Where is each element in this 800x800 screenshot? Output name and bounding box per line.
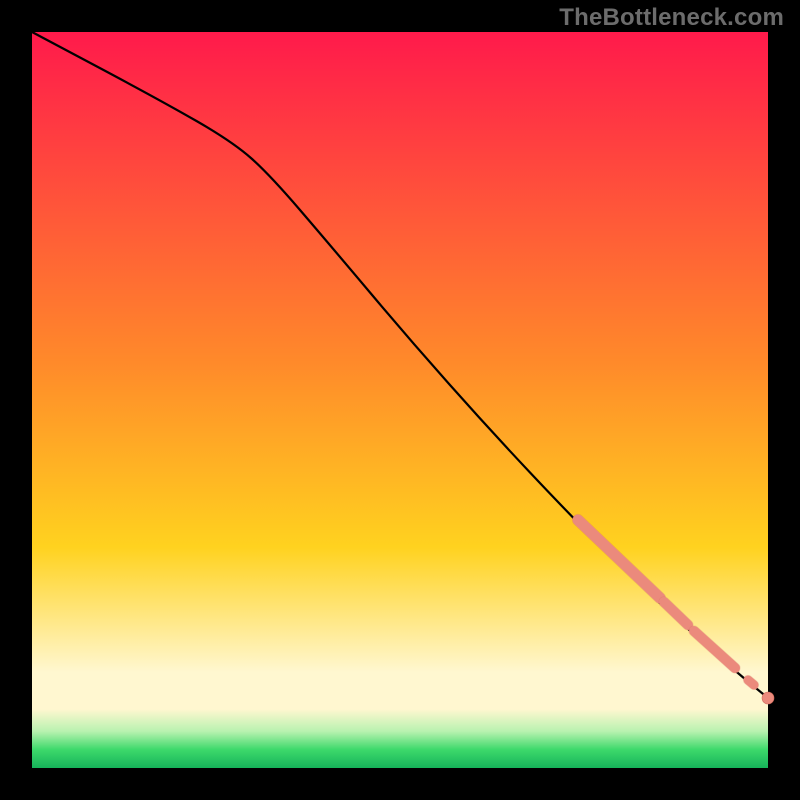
marker-segment: [694, 631, 735, 668]
curve-markers: [578, 520, 774, 704]
frame: TheBottleneck.com: [0, 0, 800, 800]
marker-segment: [748, 680, 754, 685]
chart-overlay: [0, 0, 800, 800]
marker-segment: [578, 520, 660, 598]
marker-segment: [664, 602, 688, 625]
end-marker: [762, 692, 774, 704]
